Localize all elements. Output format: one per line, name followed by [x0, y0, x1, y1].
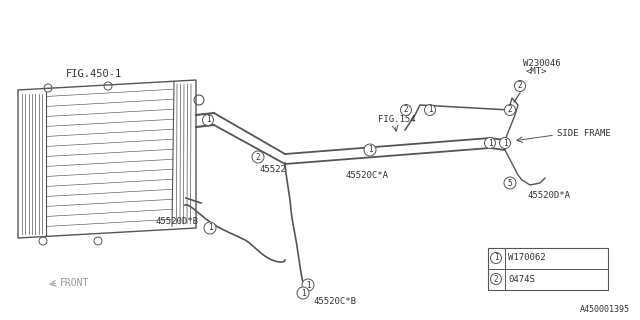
- Text: A450001395: A450001395: [580, 305, 630, 314]
- Text: W230046: W230046: [523, 59, 561, 68]
- Text: 1: 1: [208, 223, 212, 233]
- Text: W170062: W170062: [508, 253, 546, 262]
- Text: FIG.154: FIG.154: [378, 116, 415, 124]
- Text: 2: 2: [508, 106, 512, 115]
- Text: 45520C*A: 45520C*A: [345, 172, 388, 180]
- Circle shape: [504, 177, 516, 189]
- Text: <MT>: <MT>: [526, 68, 547, 76]
- Text: 1: 1: [306, 281, 310, 290]
- Text: 45520C*B: 45520C*B: [313, 298, 356, 307]
- Text: 1: 1: [301, 289, 305, 298]
- Circle shape: [504, 105, 515, 116]
- Text: 2: 2: [493, 275, 499, 284]
- Circle shape: [302, 279, 314, 291]
- Text: 5: 5: [508, 179, 512, 188]
- Circle shape: [484, 138, 495, 148]
- Text: 1: 1: [502, 139, 508, 148]
- Circle shape: [252, 151, 264, 163]
- Circle shape: [515, 81, 525, 92]
- Text: 1: 1: [428, 106, 432, 115]
- Text: 45520D*B: 45520D*B: [156, 218, 199, 227]
- Text: 1: 1: [205, 116, 211, 124]
- Text: 1: 1: [368, 146, 372, 155]
- Text: 0474S: 0474S: [508, 275, 535, 284]
- Text: 2: 2: [404, 106, 408, 115]
- Text: SIDE FRAME: SIDE FRAME: [557, 129, 611, 138]
- Text: 1: 1: [488, 139, 492, 148]
- Text: FIG.450-1: FIG.450-1: [66, 69, 122, 79]
- Circle shape: [401, 105, 412, 116]
- Circle shape: [364, 144, 376, 156]
- Text: 1: 1: [493, 253, 499, 262]
- Text: 45520D*A: 45520D*A: [528, 190, 571, 199]
- Circle shape: [202, 115, 214, 125]
- Circle shape: [490, 252, 502, 263]
- Circle shape: [490, 274, 502, 284]
- Text: FRONT: FRONT: [60, 278, 90, 288]
- Circle shape: [297, 287, 309, 299]
- Circle shape: [499, 138, 511, 148]
- Text: 2: 2: [256, 153, 260, 162]
- Circle shape: [424, 105, 435, 116]
- Circle shape: [204, 222, 216, 234]
- Text: 2: 2: [518, 82, 522, 91]
- Text: 45522: 45522: [259, 165, 286, 174]
